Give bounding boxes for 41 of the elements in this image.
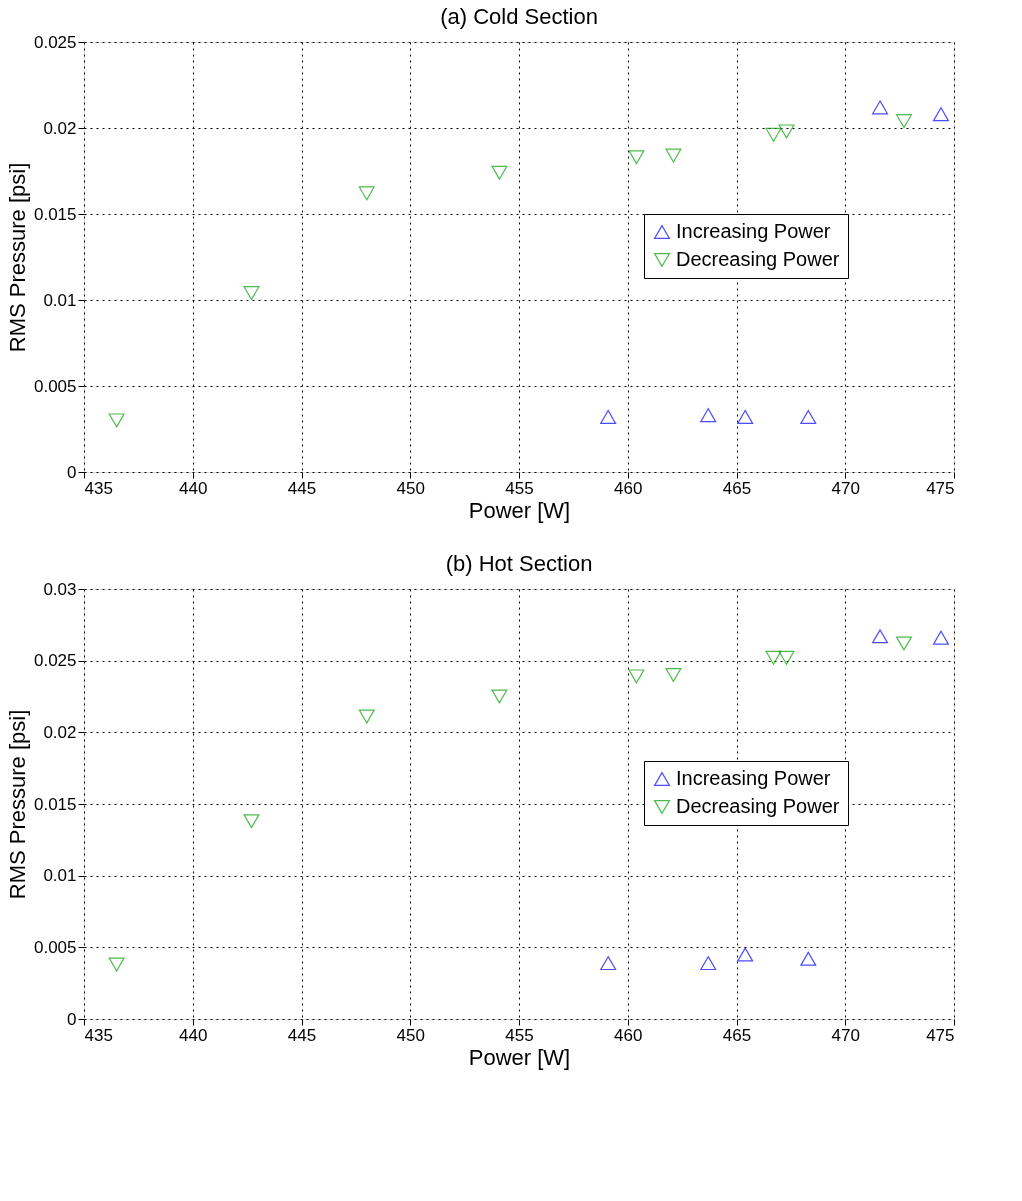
y-tick-label: 0.02 xyxy=(43,118,77,138)
x-tick-label: 435 xyxy=(84,478,113,498)
x-tick-label: 475 xyxy=(926,1025,955,1045)
x-tick-label: 455 xyxy=(505,478,534,498)
x-tick-label: 475 xyxy=(926,478,955,498)
x-tick-label: 470 xyxy=(831,478,860,498)
x-tick-label: 450 xyxy=(396,1025,425,1045)
x-tick-label: 460 xyxy=(614,1025,643,1045)
legend-label: Decreasing Power xyxy=(676,248,840,270)
x-tick-label: 445 xyxy=(287,1025,317,1045)
chart-title: (b) Hot Section xyxy=(445,551,593,576)
y-tick-label: 0.02 xyxy=(43,722,77,742)
x-axis-title: Power [W] xyxy=(468,1044,571,1070)
x-tick-label: 460 xyxy=(614,478,643,498)
x-tick-label: 465 xyxy=(722,478,752,498)
y-tick-label: 0.015 xyxy=(33,204,77,224)
x-tick-label: 455 xyxy=(505,1025,534,1045)
legend-label: Decreasing Power xyxy=(676,795,840,817)
x-tick-label: 440 xyxy=(179,1025,208,1045)
x-tick-label: 445 xyxy=(287,478,317,498)
x-axis-title: Power [W] xyxy=(468,497,571,523)
x-tick-label: 440 xyxy=(179,478,208,498)
y-axis-title: RMS Pressure [psi] xyxy=(4,709,30,900)
y-axis-title: RMS Pressure [psi] xyxy=(4,162,30,353)
x-tick-label: 470 xyxy=(831,1025,860,1045)
x-tick-label: 465 xyxy=(722,1025,752,1045)
x-tick-label: 435 xyxy=(84,1025,113,1045)
y-tick-label: 0 xyxy=(67,462,77,482)
y-tick-label: 0.025 xyxy=(33,32,77,52)
chart-title: (a) Cold Section xyxy=(440,4,598,29)
y-tick-label: 0.015 xyxy=(33,794,77,814)
y-tick-label: 0.01 xyxy=(43,290,77,310)
y-tick-label: 0.005 xyxy=(33,937,77,957)
y-tick-label: 0.005 xyxy=(33,376,77,396)
y-tick-label: 0.025 xyxy=(33,651,77,671)
x-tick-label: 450 xyxy=(396,478,425,498)
y-tick-label: 0.03 xyxy=(43,579,77,599)
y-tick-label: 0.01 xyxy=(43,866,77,886)
legend-label: Increasing Power xyxy=(676,220,831,242)
legend-label: Increasing Power xyxy=(676,767,831,789)
y-tick-label: 0 xyxy=(67,1009,77,1029)
